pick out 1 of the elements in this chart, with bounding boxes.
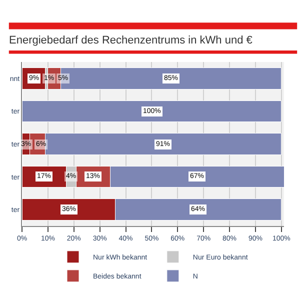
chart-title: Energiebedarf des Rechenzentrums in kWh und € [9,34,252,47]
